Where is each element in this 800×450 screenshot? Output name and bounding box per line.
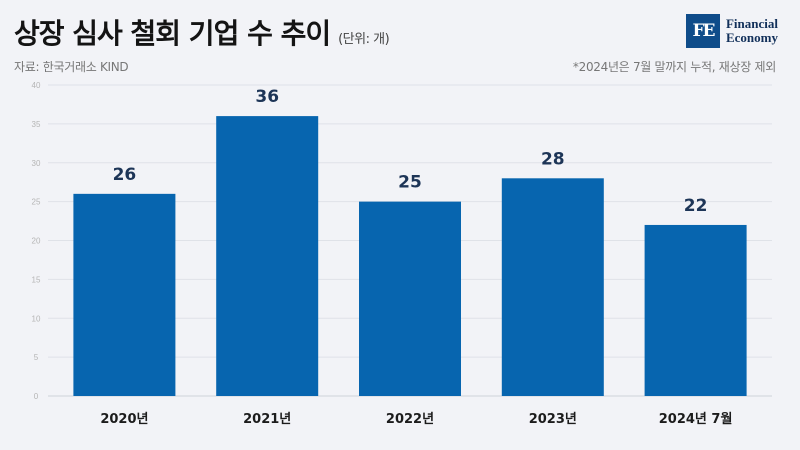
chart-title: 상장 심사 철회 기업 수 추이 [14, 17, 331, 50]
data-label: 25 [398, 173, 422, 193]
bar-4 [644, 224, 747, 396]
bar-1 [216, 116, 319, 396]
footnote: *2024년은 7월 말까지 누적, 재상장 제외 [572, 60, 776, 74]
x-tick-label: 2020년 [100, 412, 148, 427]
data-labels: 26 36 25 28 22 [113, 87, 708, 216]
data-label: 26 [113, 165, 137, 185]
y-tick-label: 25 [32, 198, 41, 207]
y-tick-label: 15 [32, 275, 41, 284]
bar-2 [359, 201, 461, 396]
y-tick-label: 10 [32, 314, 41, 323]
logo-mark-icon: FE [685, 14, 720, 48]
y-tick-label: 40 [32, 81, 41, 90]
unit-label: (단위: 개) [338, 32, 390, 47]
y-tick-label: 30 [32, 159, 41, 168]
bars [73, 116, 747, 396]
y-tick-label: 35 [32, 120, 41, 129]
category-labels: 2020년 2021년 2022년 2023년 2024년 7월 [100, 411, 732, 427]
bar-0 [73, 193, 176, 396]
x-tick-label: 2023년 [529, 412, 577, 427]
x-tick-label: 2022년 [386, 412, 434, 427]
data-label: 22 [684, 196, 708, 216]
y-tick-label: 0 [34, 392, 39, 401]
logo-line-2: Economy [725, 30, 778, 45]
data-label: 28 [541, 149, 565, 169]
data-label: 36 [255, 87, 279, 107]
source-caption: 자료: 한국거래소 KIND [14, 60, 129, 74]
publisher-logo: FE Financial Economy [685, 14, 778, 48]
logo-wordmark: Financial Economy [726, 17, 778, 45]
y-tick-label: 5 [34, 353, 39, 362]
chart-title-area: 상장 심사 철회 기업 수 추이 (단위: 개) [14, 12, 390, 52]
x-tick-label: 2024년 7월 [659, 411, 733, 427]
bar-3 [501, 178, 604, 396]
y-tick-label: 20 [32, 237, 41, 246]
logo-line-1: Financial [725, 16, 778, 31]
x-tick-label: 2021년 [243, 412, 291, 427]
